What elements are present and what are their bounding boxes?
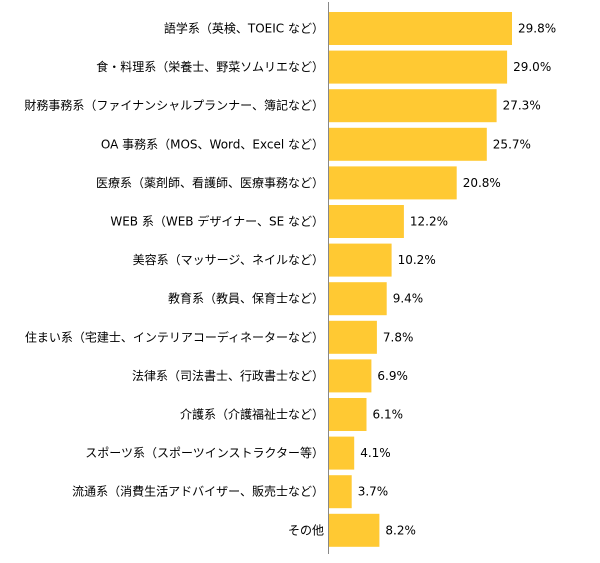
category-label-4: 医療系（薬剤師、看護師、医療事務など） — [96, 175, 324, 190]
category-label-5: WEB 系（WEB デザイナー、SE など） — [110, 214, 324, 229]
value-label-10: 6.1% — [373, 408, 404, 422]
category-label-9: 法律系（司法書士、行政書士など） — [132, 369, 324, 383]
value-label-1: 29.0% — [513, 60, 551, 74]
category-label-8: 住まい系（宅建士、インテリアコーディネーターなど） — [25, 329, 324, 344]
value-label-2: 27.3% — [503, 99, 541, 113]
category-label-11: スポーツ系（スポーツインストラクター等） — [85, 446, 324, 460]
value-label-3: 25.7% — [493, 137, 531, 151]
bar-1 — [329, 50, 508, 84]
bar-13 — [329, 513, 380, 547]
category-label-2: 財務事務系（ファイナンシャルプランナー、簿記など） — [24, 98, 324, 113]
bar-8 — [329, 320, 377, 354]
category-label-12: 流通系（消費生活アドバイザー、販売士など） — [72, 484, 324, 499]
category-label-1: 食・料理系（栄養士、野菜ソムリエなど） — [96, 59, 324, 74]
bar-12 — [329, 475, 352, 509]
bar-6 — [329, 243, 392, 277]
bar-10 — [329, 398, 367, 431]
category-label-7: 教育系（教員、保育士など） — [168, 291, 324, 306]
labels-layer: 語学系（英検、TOEIC など） 29.8% 食・料理系（栄養士、野菜ソムリエなど）… — [24, 21, 556, 538]
category-label-13: その他 — [288, 523, 324, 537]
value-label-12: 3.7% — [358, 485, 389, 499]
value-label-7: 9.4% — [393, 292, 424, 306]
value-label-13: 8.2% — [385, 523, 416, 537]
category-label-3: OA 事務系（MOS、Word、Excel など） — [101, 137, 324, 151]
value-label-9: 6.9% — [377, 369, 408, 383]
bar-7 — [329, 282, 387, 316]
bar-5 — [329, 205, 404, 238]
bars-layer — [329, 12, 512, 547]
value-label-0: 29.8% — [518, 22, 556, 36]
bar-2 — [329, 89, 497, 123]
bar-11 — [329, 436, 355, 470]
value-label-5: 12.2% — [410, 215, 448, 229]
value-label-6: 10.2% — [398, 253, 436, 267]
value-label-4: 20.8% — [463, 176, 501, 190]
category-label-10: 介護系（介護福祉士など） — [180, 407, 324, 422]
value-label-11: 4.1% — [360, 446, 391, 460]
bar-0 — [329, 12, 512, 45]
bar-9 — [329, 359, 372, 393]
value-label-8: 7.8% — [383, 330, 414, 344]
bar-4 — [329, 166, 457, 200]
bar-3 — [329, 127, 487, 161]
category-label-6: 美容系（マッサージ、ネイルなど） — [133, 252, 324, 267]
category-label-0: 語学系（英検、TOEIC など） — [164, 21, 324, 36]
